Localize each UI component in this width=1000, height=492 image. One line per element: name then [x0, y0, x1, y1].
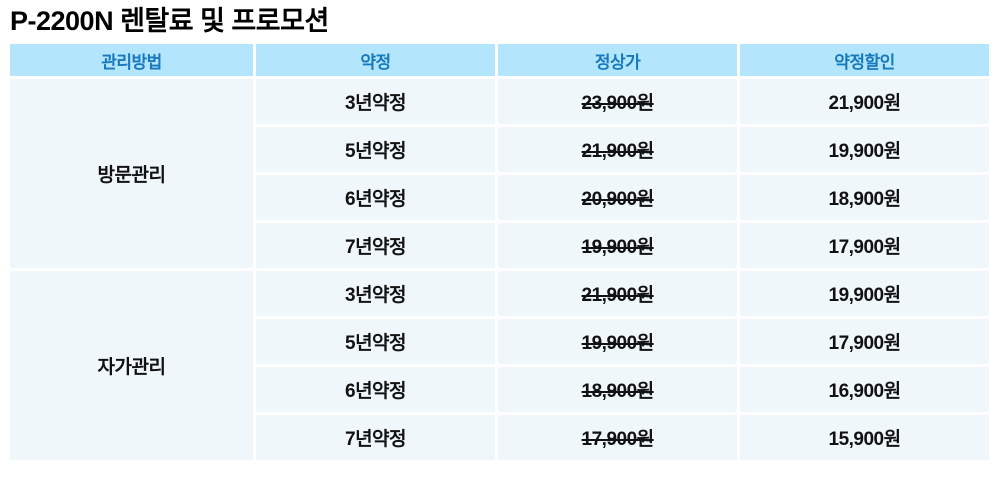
table-row: 7년약정 17,900원 15,900원	[10, 415, 989, 460]
term-cell: 7년약정	[255, 223, 496, 268]
header-term: 약정	[255, 44, 496, 76]
header-regular-price: 정상가	[498, 44, 738, 76]
management-cell: 방문관리	[10, 79, 253, 268]
regular-price-cell: 19,900원	[498, 223, 738, 268]
discount-price-cell: 15,900원	[740, 415, 989, 460]
header-discount-price: 약정할인	[740, 44, 989, 76]
table-row: 5년약정 21,900원 19,900원	[10, 127, 989, 172]
regular-price-cell: 18,900원	[498, 367, 738, 412]
table-row: 5년약정 19,900원 17,900원	[10, 319, 989, 364]
management-cell: 자가관리	[10, 271, 253, 460]
table-row: 7년약정 19,900원 17,900원	[10, 223, 989, 268]
regular-price-cell: 21,900원	[498, 127, 738, 172]
header-row: 관리방법 약정 정상가 약정할인	[10, 44, 989, 76]
term-cell: 7년약정	[255, 415, 496, 460]
regular-price-cell: 23,900원	[498, 79, 738, 124]
term-cell: 3년약정	[255, 271, 496, 316]
discount-price-cell: 18,900원	[740, 175, 989, 220]
page-title: P-2200N 렌탈료 및 프로모션	[10, 6, 329, 36]
header-management: 관리방법	[10, 44, 253, 76]
term-cell: 3년약정	[255, 79, 496, 124]
term-cell: 6년약정	[255, 175, 496, 220]
discount-price-cell: 17,900원	[740, 223, 989, 268]
table-row: 6년약정 20,900원 18,900원	[10, 175, 989, 220]
table-row: 방문관리 3년약정 23,900원 21,900원	[10, 79, 989, 268]
table-row: 자가관리 3년약정 21,900원 19,900원	[10, 271, 989, 460]
discount-price-cell: 21,900원	[740, 79, 989, 124]
table-row: 6년약정 18,900원 16,900원	[10, 367, 989, 412]
regular-price-cell: 21,900원	[498, 271, 738, 316]
term-cell: 6년약정	[255, 367, 496, 412]
discount-price-cell: 17,900원	[740, 319, 989, 364]
regular-price-cell: 17,900원	[498, 415, 738, 460]
discount-price-cell: 19,900원	[740, 127, 989, 172]
discount-price-cell: 16,900원	[740, 367, 989, 412]
pricing-table: 관리방법 약정 정상가 약정할인 방문관리 3년약정 23,900원 21,900원 5…	[7, 41, 992, 463]
discount-price-cell: 19,900원	[740, 271, 989, 316]
regular-price-cell: 20,900원	[498, 175, 738, 220]
term-cell: 5년약정	[255, 127, 496, 172]
regular-price-cell: 19,900원	[498, 319, 738, 364]
term-cell: 5년약정	[255, 319, 496, 364]
